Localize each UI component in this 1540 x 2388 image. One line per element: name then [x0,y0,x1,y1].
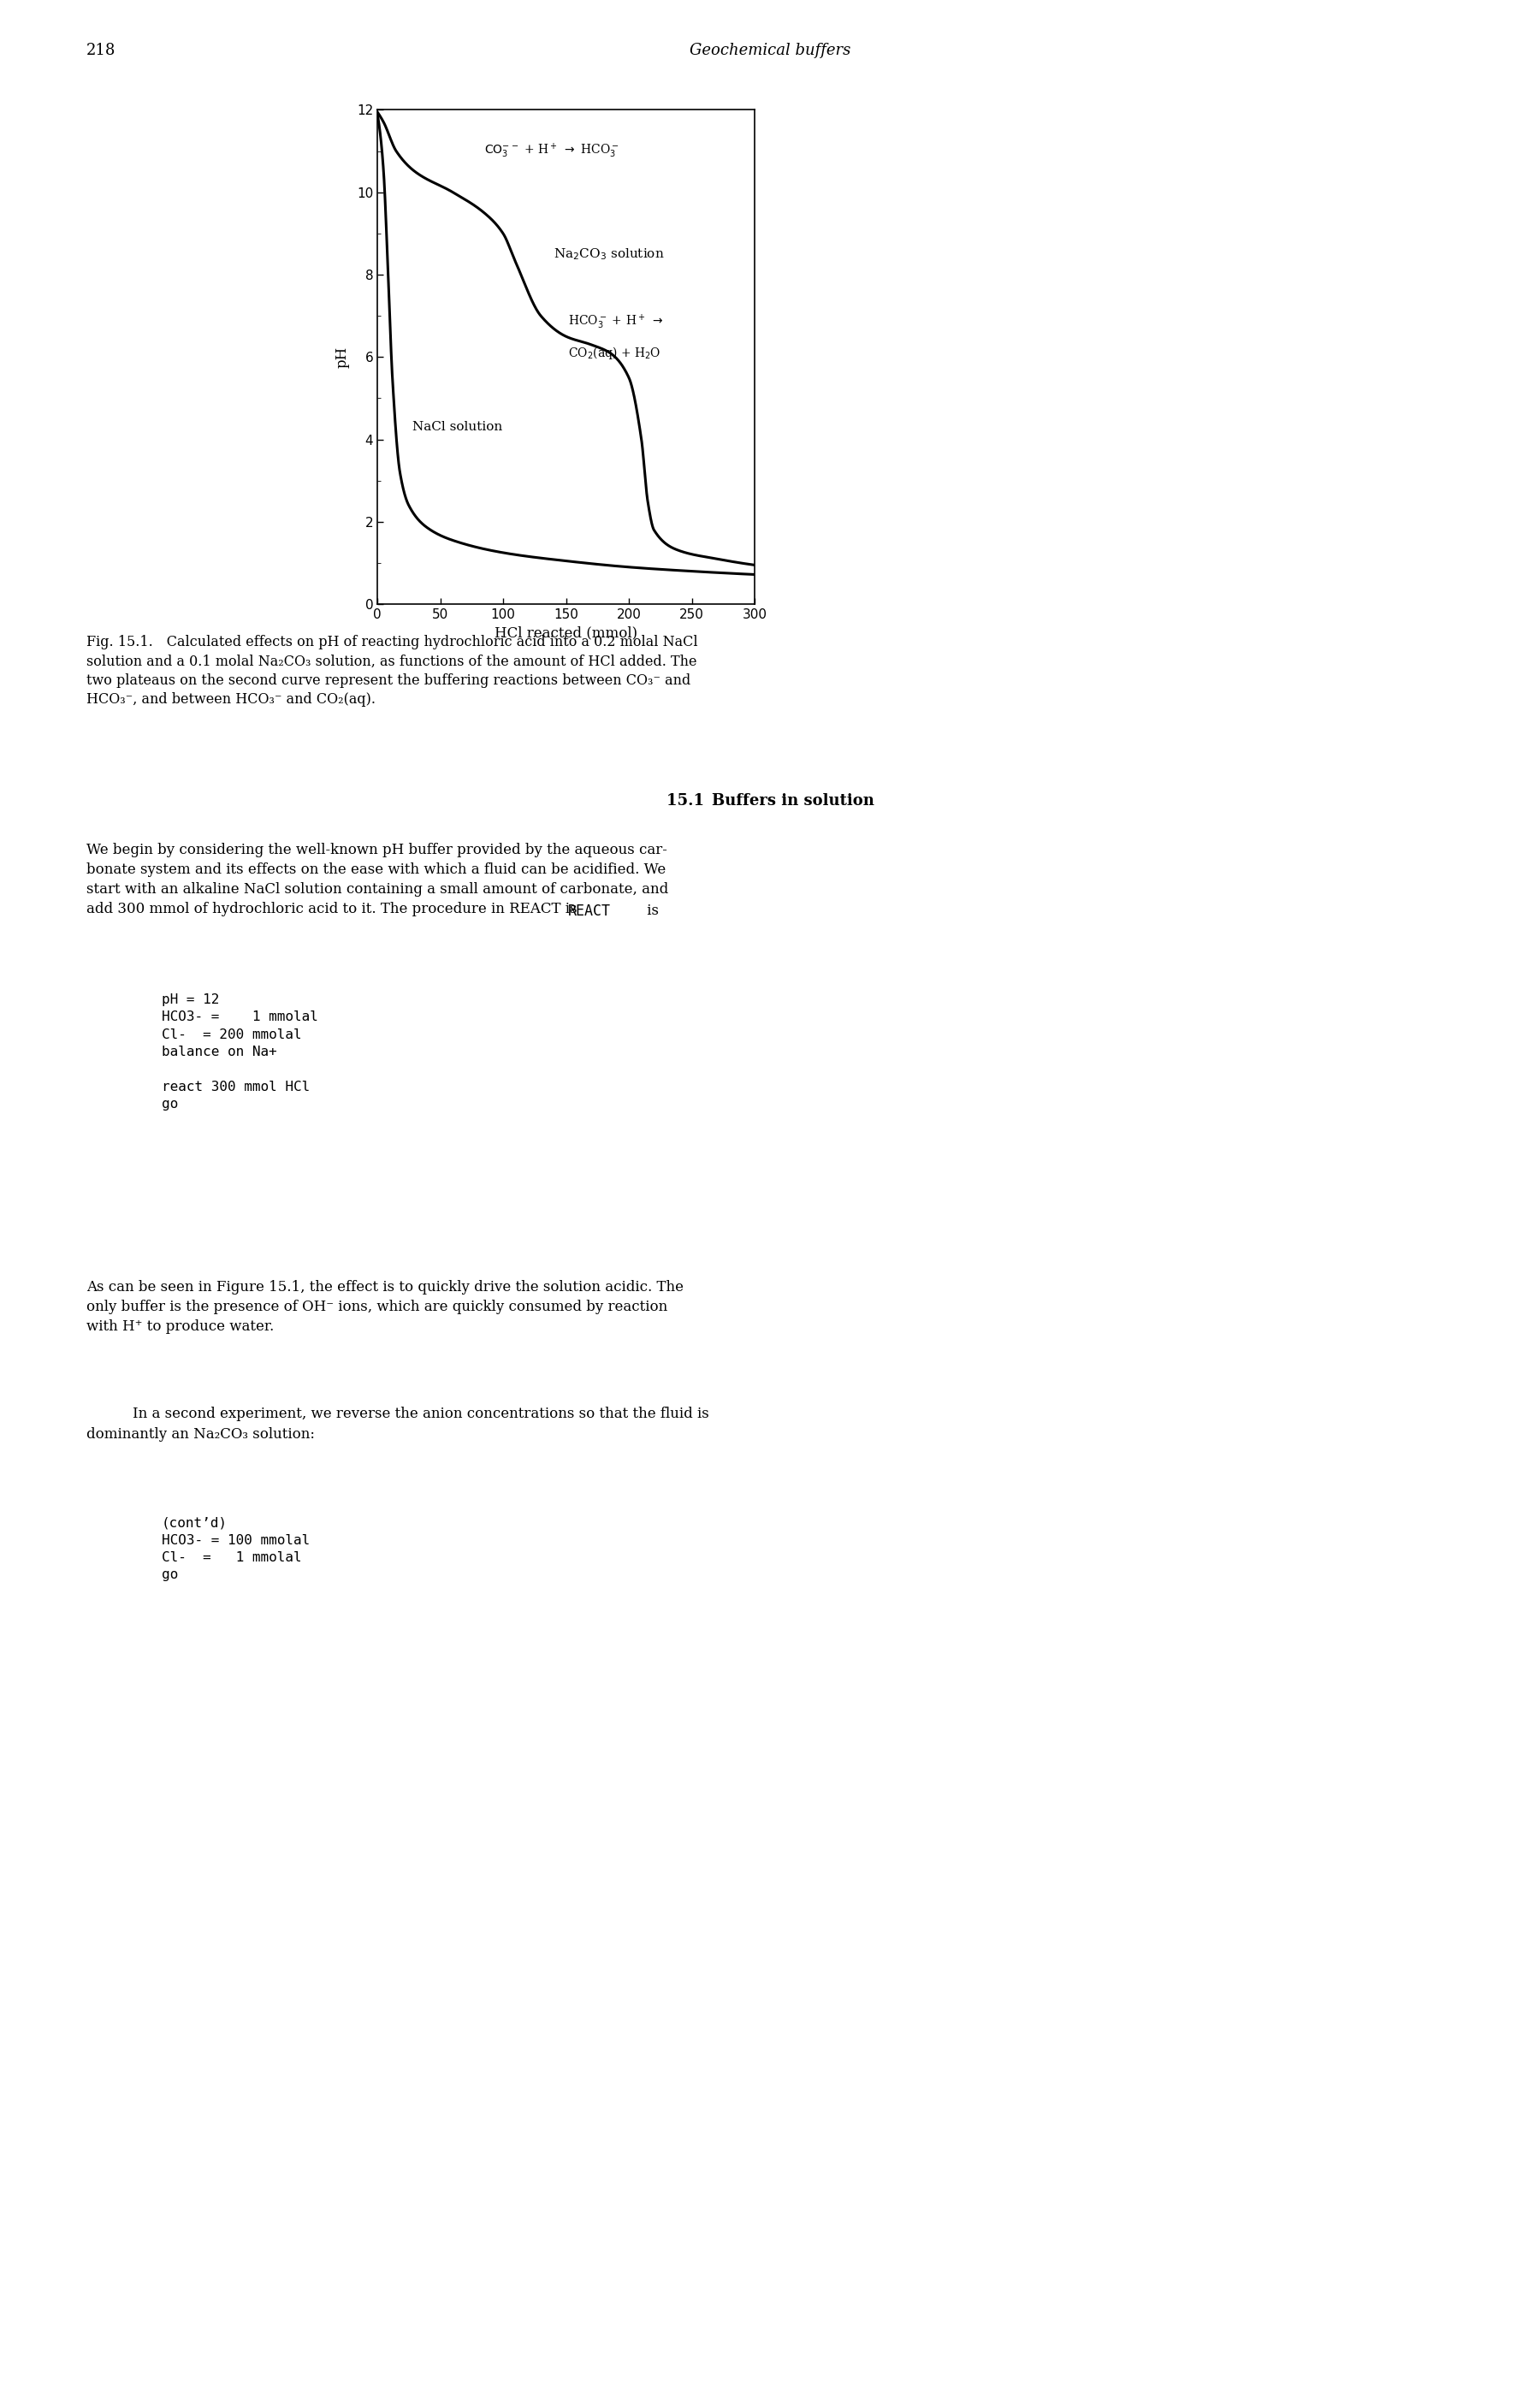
Text: (cont’d)
HCO3- = 100 mmolal
Cl-  =   1 mmolal
go: (cont’d) HCO3- = 100 mmolal Cl- = 1 mmol… [162,1516,310,1581]
Text: 15.1 Buffers in solution: 15.1 Buffers in solution [667,793,873,807]
Text: dominantly an Na₂CO₃ solution:: dominantly an Na₂CO₃ solution: [86,1428,314,1442]
Text: REACT: REACT [568,903,611,919]
Text: HCO$_3^-$ + H$^+$ $\rightarrow$: HCO$_3^-$ + H$^+$ $\rightarrow$ [568,313,664,332]
Text: Fig. 15.1. Calculated effects on pH of reacting hydrochloric acid into a 0.2 mol: Fig. 15.1. Calculated effects on pH of r… [86,635,698,707]
Text: CO$_2$(aq) + H$_2$O: CO$_2$(aq) + H$_2$O [568,344,661,361]
Y-axis label: pH: pH [336,346,350,368]
Text: Na$_2$CO$_3$ solution: Na$_2$CO$_3$ solution [553,246,664,263]
Text: $\mathrm{CO_3^{-}}$$^-$ + H$^+$ $\rightarrow$ HCO$_3^-$: $\mathrm{CO_3^{-}}$$^-$ + H$^+$ $\righta… [484,141,619,160]
Text: Geochemical buffers: Geochemical buffers [690,43,850,57]
Text: We begin by considering the well-known pH buffer provided by the aqueous car-
bo: We begin by considering the well-known p… [86,843,668,917]
Text: 218: 218 [86,43,116,57]
Text: In a second experiment, we reverse the anion concentrations so that the fluid is: In a second experiment, we reverse the a… [132,1407,708,1421]
Text: pH = 12
HCO3- =    1 mmolal
Cl-  = 200 mmolal
balance on Na+

react 300 mmol HCl: pH = 12 HCO3- = 1 mmolal Cl- = 200 mmola… [162,993,319,1110]
X-axis label: HCl reacted (mmol): HCl reacted (mmol) [494,626,638,640]
Text: As can be seen in Figure 15.1, the effect is to quickly drive the solution acidi: As can be seen in Figure 15.1, the effec… [86,1280,684,1333]
Text: NaCl solution: NaCl solution [413,420,502,432]
Text: is: is [642,903,659,917]
